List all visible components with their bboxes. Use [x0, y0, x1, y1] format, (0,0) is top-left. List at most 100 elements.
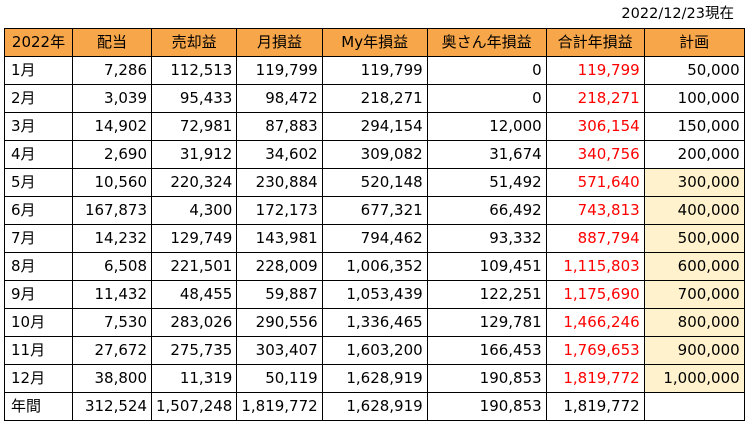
cell-monthly: 290,556: [236, 308, 323, 337]
cell-sale: 221,501: [150, 252, 238, 281]
cell-month: 7月: [4, 224, 73, 253]
totals-my: 1,628,919: [321, 392, 428, 421]
totals-sale: 1,507,248: [150, 392, 238, 421]
cell-month: 6月: [4, 196, 73, 225]
cell-plan: 300,000: [643, 168, 745, 197]
cell-dividend: 6,508: [72, 252, 152, 281]
cell-dividend: 7,530: [72, 308, 152, 337]
cell-my: 1,053,439: [321, 280, 428, 309]
cell-wife: 31,674: [426, 140, 547, 169]
table-row: 6月 167,873 4,300 172,173 677,321 66,492 743,81…: [4, 196, 745, 225]
cell-total: 1,175,690: [545, 280, 645, 309]
cell-my: 309,082: [321, 140, 428, 169]
totals-plan: [643, 392, 745, 421]
cell-month: 5月: [4, 168, 73, 197]
cell-total: 1,769,653: [545, 336, 645, 365]
cell-dividend: 14,902: [72, 112, 152, 141]
table-row: 7月 14,232 129,749 143,981 794,462 93,332 887,7…: [4, 224, 745, 253]
cell-month: 3月: [4, 112, 73, 141]
cell-wife: 190,853: [426, 364, 547, 393]
cell-my: 218,271: [321, 84, 428, 113]
cell-monthly: 230,884: [236, 168, 323, 197]
cell-monthly: 228,009: [236, 252, 323, 281]
cell-plan: 1,000,000: [643, 364, 745, 393]
as-of-date: 2022/12/23現在: [621, 6, 734, 22]
cell-dividend: 14,232: [72, 224, 152, 253]
cell-dividend: 7,286: [72, 56, 152, 85]
pnl-table: 2022年 配当 売却益 月損益 My年損益 奥さん年損益 合計年損益 計画 1…: [4, 28, 745, 421]
header-sale-profit: 売却益: [150, 28, 238, 57]
cell-total: 571,640: [545, 168, 645, 197]
cell-total: 1,115,803: [545, 252, 645, 281]
cell-total: 1,466,246: [545, 308, 645, 337]
table-row: 5月 10,560 220,324 230,884 520,148 51,492 571,6…: [4, 168, 745, 197]
cell-total: 218,271: [545, 84, 645, 113]
cell-wife: 12,000: [426, 112, 547, 141]
cell-my: 677,321: [321, 196, 428, 225]
cell-month: 4月: [4, 140, 73, 169]
table-row: 9月 11,432 48,455 59,887 1,053,439 122,251 1,17…: [4, 280, 745, 309]
cell-month: 9月: [4, 280, 73, 309]
table-row: 11月 27,672 275,735 303,407 1,603,200 166,453 1…: [4, 336, 745, 365]
cell-monthly: 34,602: [236, 140, 323, 169]
cell-sale: 31,912: [150, 140, 238, 169]
cell-monthly: 98,472: [236, 84, 323, 113]
cell-my: 520,148: [321, 168, 428, 197]
cell-sale: 275,735: [150, 336, 238, 365]
cell-dividend: 38,800: [72, 364, 152, 393]
table-row: 8月 6,508 221,501 228,009 1,006,352 109,451 1,1…: [4, 252, 745, 281]
cell-plan: 500,000: [643, 224, 745, 253]
cell-plan: 400,000: [643, 196, 745, 225]
header-my-annual-pnl: My年損益: [321, 28, 428, 57]
cell-month: 12月: [4, 364, 73, 393]
cell-wife: 129,781: [426, 308, 547, 337]
cell-month: 2月: [4, 84, 73, 113]
cell-total: 1,819,772: [545, 364, 645, 393]
header-wife-annual-pnl: 奥さん年損益: [426, 28, 547, 57]
cell-wife: 51,492: [426, 168, 547, 197]
header-year: 2022年: [4, 28, 73, 57]
table-row: 2月 3,039 95,433 98,472 218,271 0 218,271 100,00…: [4, 84, 745, 113]
cell-sale: 48,455: [150, 280, 238, 309]
table-row: 1月 7,286 112,513 119,799 119,799 0 119,799 50,0…: [4, 56, 745, 85]
cell-total: 119,799: [545, 56, 645, 85]
cell-total: 887,794: [545, 224, 645, 253]
totals-label: 年間: [4, 392, 73, 421]
cell-my: 294,154: [321, 112, 428, 141]
table-row: 4月 2,690 31,912 34,602 309,082 31,674 340,756 2…: [4, 140, 745, 169]
cell-plan: 100,000: [643, 84, 745, 113]
cell-monthly: 303,407: [236, 336, 323, 365]
cell-monthly: 119,799: [236, 56, 323, 85]
cell-total: 743,813: [545, 196, 645, 225]
cell-wife: 122,251: [426, 280, 547, 309]
cell-my: 1,628,919: [321, 364, 428, 393]
cell-monthly: 143,981: [236, 224, 323, 253]
table-row: 12月 38,800 11,319 50,119 1,628,919 190,853 1,8…: [4, 364, 745, 393]
cell-dividend: 2,690: [72, 140, 152, 169]
cell-sale: 95,433: [150, 84, 238, 113]
header-row: 2022年 配当 売却益 月損益 My年損益 奥さん年損益 合計年損益 計画: [4, 28, 745, 57]
cell-monthly: 59,887: [236, 280, 323, 309]
cell-plan: 150,000: [643, 112, 745, 141]
cell-my: 1,006,352: [321, 252, 428, 281]
cell-plan: 800,000: [643, 308, 745, 337]
cell-wife: 0: [426, 56, 547, 85]
header-dividend: 配当: [72, 28, 152, 57]
cell-total: 340,756: [545, 140, 645, 169]
cell-wife: 0: [426, 84, 547, 113]
cell-dividend: 10,560: [72, 168, 152, 197]
cell-month: 10月: [4, 308, 73, 337]
table-row: 10月 7,530 283,026 290,556 1,336,465 129,781 1,…: [4, 308, 745, 337]
cell-sale: 11,319: [150, 364, 238, 393]
cell-wife: 166,453: [426, 336, 547, 365]
cell-plan: 900,000: [643, 336, 745, 365]
cell-dividend: 11,432: [72, 280, 152, 309]
totals-row: 年間 312,524 1,507,248 1,819,772 1,628,919…: [4, 392, 745, 421]
cell-month: 11月: [4, 336, 73, 365]
cell-my: 1,603,200: [321, 336, 428, 365]
cell-plan: 200,000: [643, 140, 745, 169]
cell-sale: 129,749: [150, 224, 238, 253]
cell-wife: 93,332: [426, 224, 547, 253]
cell-sale: 4,300: [150, 196, 238, 225]
cell-sale: 112,513: [150, 56, 238, 85]
